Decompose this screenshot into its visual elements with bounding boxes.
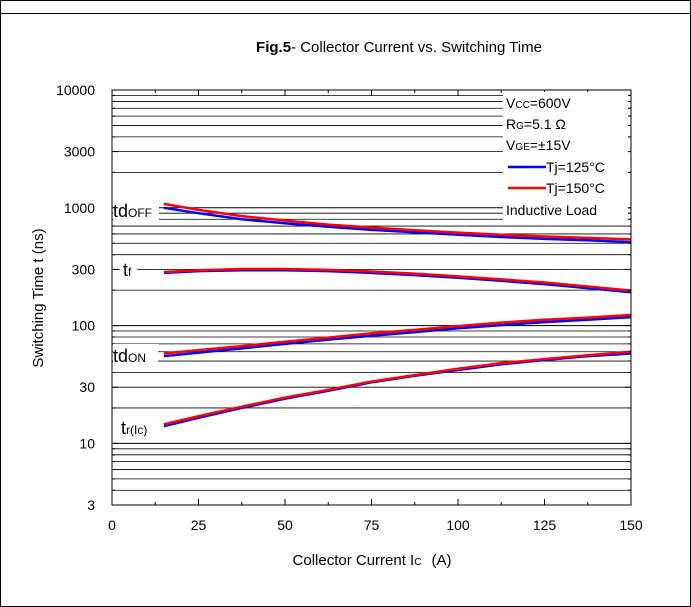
legend-rg-value: =5.1 Ω — [524, 116, 566, 132]
x-axis-label-sub: C — [414, 557, 421, 568]
curve-tf-tj150 — [163, 267, 632, 292]
legend-condition-rg: RG=5.1 Ω — [506, 116, 566, 132]
legend-box — [503, 92, 628, 224]
x-tick-label-75: 75 — [364, 517, 380, 533]
curve-tr(Ic)-tj125 — [163, 352, 632, 428]
legend-entry-tj125: Tj=125°C — [546, 159, 605, 175]
y-tick-label-30: 30 — [79, 379, 95, 395]
curve-label-bg-tf — [120, 257, 137, 282]
curve-tdOFF-tj125 — [163, 206, 632, 244]
x-tick-label-50: 50 — [277, 517, 293, 533]
grid-lines — [112, 94, 631, 491]
x-tick-label-125: 125 — [533, 517, 557, 533]
legend: VCC=600V RG=5.1 Ω VGE=±15V Tj=125°C Tj=1… — [503, 92, 628, 224]
curve-label-tf: tf — [123, 260, 132, 280]
legend-condition-vcc: VCC=600V — [506, 95, 571, 111]
curve-tdOFF-tj150 — [163, 202, 632, 241]
x-axis-label-main: Collector Current I — [293, 552, 415, 569]
y-tick-label-3: 3 — [87, 497, 95, 513]
curve-label-tr-sub: r(Ic) — [126, 423, 147, 437]
legend-rg-main: R — [506, 116, 516, 132]
legend-rg-sub: G — [516, 121, 524, 132]
curve-label-tdoff: tdOFF — [113, 201, 152, 221]
curve-label-tf-main: t — [123, 260, 128, 280]
legend-vcc-main: V — [506, 95, 516, 111]
curve-labels: tdOFF tf tdON tr(Ic) — [113, 198, 159, 440]
curves — [163, 202, 632, 428]
legend-vge-main: V — [506, 137, 516, 153]
y-tick-label-10000: 10000 — [56, 82, 95, 98]
curve-label-tdoff-sub: OFF — [128, 206, 152, 220]
chart-title-text: - Collector Current vs. Switching Time — [291, 39, 542, 56]
curve-tdON-tj150 — [163, 313, 632, 355]
legend-vcc-sub: CC — [515, 100, 529, 111]
legend-vge-value: =±15V — [530, 137, 571, 153]
curve-label-tf-sub: f — [128, 265, 132, 279]
curve-tdON-tj125 — [163, 315, 632, 358]
x-tick-label-25: 25 — [191, 517, 207, 533]
chart-title: Fig.5- Collector Current vs. Switching T… — [256, 39, 542, 56]
curve-label-tdon-sub: ON — [128, 351, 146, 365]
x-tick-labels: 0 25 50 75 100 125 150 — [108, 517, 643, 533]
legend-entry-tj150: Tj=150°C — [546, 180, 605, 196]
y-tick-label-1000: 1000 — [64, 200, 95, 216]
legend-condition-vge: VGE=±15V — [506, 137, 571, 153]
chart-title-fig: Fig.5 — [256, 39, 291, 56]
x-axis-label-unit: (A) — [431, 552, 451, 569]
curve-label-bg-tdoff — [113, 198, 159, 223]
curve-label-bg-tdon — [113, 344, 158, 367]
y-tick-label-300: 300 — [72, 261, 96, 277]
y-tick-label-100: 100 — [72, 318, 96, 334]
x-tick-label-0: 0 — [108, 517, 116, 533]
y-tick-labels: 3 10 30 100 300 1000 3000 10000 — [56, 82, 95, 513]
legend-footer: Inductive Load — [506, 202, 597, 218]
x-tick-label-150: 150 — [619, 517, 643, 533]
legend-vge-sub: GE — [515, 142, 530, 153]
curve-label-tr-main: t — [121, 418, 126, 438]
curve-label-tdon: tdON — [113, 346, 146, 366]
curve-tr(Ic)-tj150 — [163, 350, 632, 426]
y-tick-label-10: 10 — [79, 435, 95, 451]
frame-top-rule — [0, 13, 691, 14]
x-tick-label-100: 100 — [446, 517, 470, 533]
curve-label-bg-tr — [118, 415, 158, 440]
curve-label-tdoff-main: td — [113, 201, 128, 221]
legend-vcc-value: =600V — [530, 95, 572, 111]
y-tick-label-3000: 3000 — [64, 144, 95, 160]
x-axis-label: Collector Current IC (A) — [293, 552, 452, 569]
curve-label-tdon-main: td — [113, 346, 128, 366]
y-axis-label: Switching Time t (ns) — [30, 228, 47, 367]
curve-label-tr: tr(Ic) — [121, 418, 147, 438]
